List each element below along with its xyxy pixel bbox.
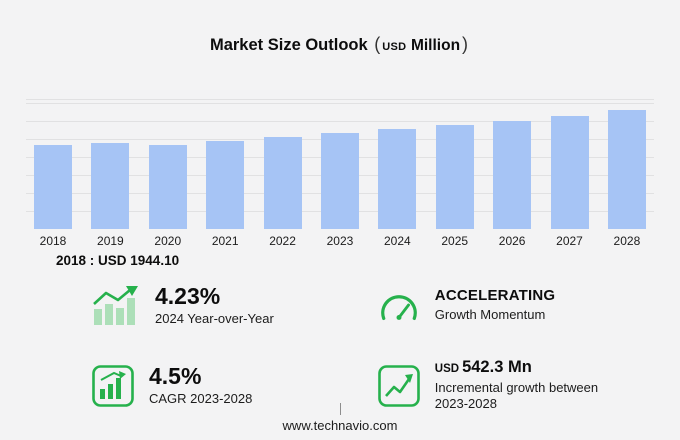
momentum-label: Growth Momentum [434,306,546,322]
stat-momentum: ACCELERATING Growth Momentum [378,284,650,327]
stats-grid: 4.23% 2024 Year-over-Year ACCELERATING G… [0,284,680,412]
bar-2018 [34,145,72,229]
x-label-2027: 2027 [556,234,583,248]
boxed-bar-chart-icon [92,364,134,407]
yoy-label: 2024 Year-over-Year [155,311,274,327]
x-label-2025: 2025 [441,234,469,248]
x-label-2018: 2018 [39,234,67,248]
stat-text: ACCELERATING Growth Momentum [435,288,555,323]
bar-chart [26,99,654,229]
title-unit: Million [410,37,461,54]
bar-2021 [206,141,245,229]
x-label-2019: 2019 [97,234,124,248]
bar-2020 [148,145,187,229]
bar-2027 [550,116,589,229]
page-title: Market Size Outlook (USD Million) [0,0,680,55]
footer: www.technavio.com [0,403,680,435]
stat-text: USD 542.3 Mn Incremental growth between 2… [435,359,600,412]
x-labels: 2018 2019 2020 2021 2022 2023 2024 2025 2026 2027… [34,234,646,248]
bar-2028 [607,110,646,229]
title-paren-open: ( [374,34,381,54]
incremental-label: Incremental growth between 2023-2028 [434,379,599,411]
bar-2024 [378,129,417,229]
incremental-currency: USD [434,363,460,376]
speedometer-icon [378,287,420,325]
base-year-annotation: 2018 : USD 1944.10 [56,253,180,268]
x-label-2020: 2020 [154,234,182,248]
x-label-2028: 2028 [613,234,641,248]
growth-bars-arrow-icon [92,285,140,327]
momentum-value: ACCELERATING [434,287,556,305]
x-label-2026: 2026 [498,234,526,248]
x-label-2021: 2021 [211,234,239,248]
x-label-2022: 2022 [269,234,296,248]
incremental-value: USD 542.3 Mn [435,359,600,376]
bar-2025 [435,125,474,229]
yoy-value: 4.23% [155,283,221,309]
incremental-amount: 542.3 Mn [462,358,532,377]
bar-2023 [320,133,359,229]
title-currency: USD [382,41,407,53]
bar-2019 [91,143,130,229]
bar-2026 [493,121,532,229]
stat-yoy: 4.23% 2024 Year-over-Year [92,284,378,327]
cagr-label: CAGR 2023-2028 [149,391,253,407]
title-paren-close: ) [462,34,469,54]
stat-text: 4.5% CAGR 2023-2028 [149,364,252,407]
stat-text: 4.23% 2024 Year-over-Year [155,284,274,327]
bars [34,99,646,229]
footer-url: www.technavio.com [282,418,398,433]
stat-incremental: USD 542.3 Mn Incremental growth between 2… [377,359,650,412]
bar-2022 [263,137,302,229]
x-label-2024: 2024 [383,234,411,248]
stat-cagr: 4.5% CAGR 2023-2028 [92,359,378,412]
cagr-value: 4.5% [149,363,202,390]
x-label-2023: 2023 [326,234,354,248]
boxed-line-chart-icon [377,364,420,407]
title-main: Market Size Outlook [209,36,368,54]
footer-divider [339,403,341,415]
